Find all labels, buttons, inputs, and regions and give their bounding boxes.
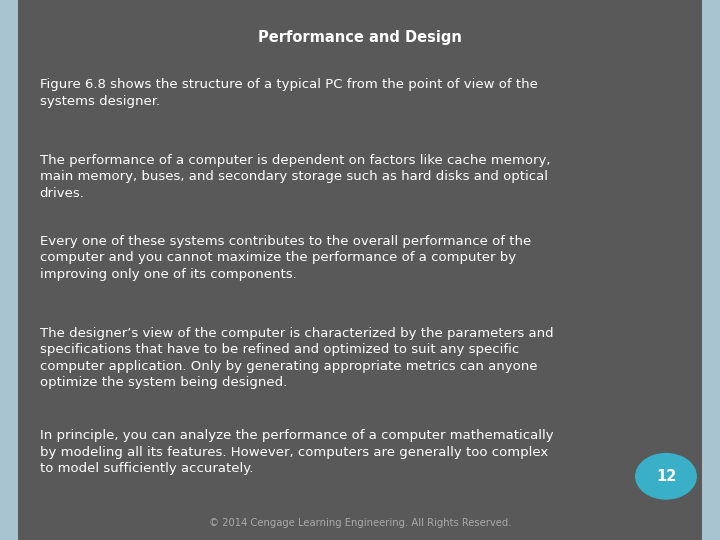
Text: © 2014 Cengage Learning Engineering. All Rights Reserved.: © 2014 Cengage Learning Engineering. All… <box>209 518 511 528</box>
Text: Every one of these systems contributes to the overall performance of the
compute: Every one of these systems contributes t… <box>40 235 531 281</box>
Text: In principle, you can analyze the performance of a computer mathematically
by mo: In principle, you can analyze the perfor… <box>40 429 553 475</box>
Text: The designer’s view of the computer is characterized by the parameters and
speci: The designer’s view of the computer is c… <box>40 327 553 389</box>
Text: Figure 6.8 shows the structure of a typical PC from the point of view of the
sys: Figure 6.8 shows the structure of a typi… <box>40 78 537 108</box>
Circle shape <box>636 454 696 499</box>
Text: 12: 12 <box>656 469 676 484</box>
Bar <box>0 0 18 540</box>
Text: The performance of a computer is dependent on factors like cache memory,
main me: The performance of a computer is depende… <box>40 154 550 200</box>
Text: Performance and Design: Performance and Design <box>258 30 462 45</box>
Bar <box>702 0 720 540</box>
